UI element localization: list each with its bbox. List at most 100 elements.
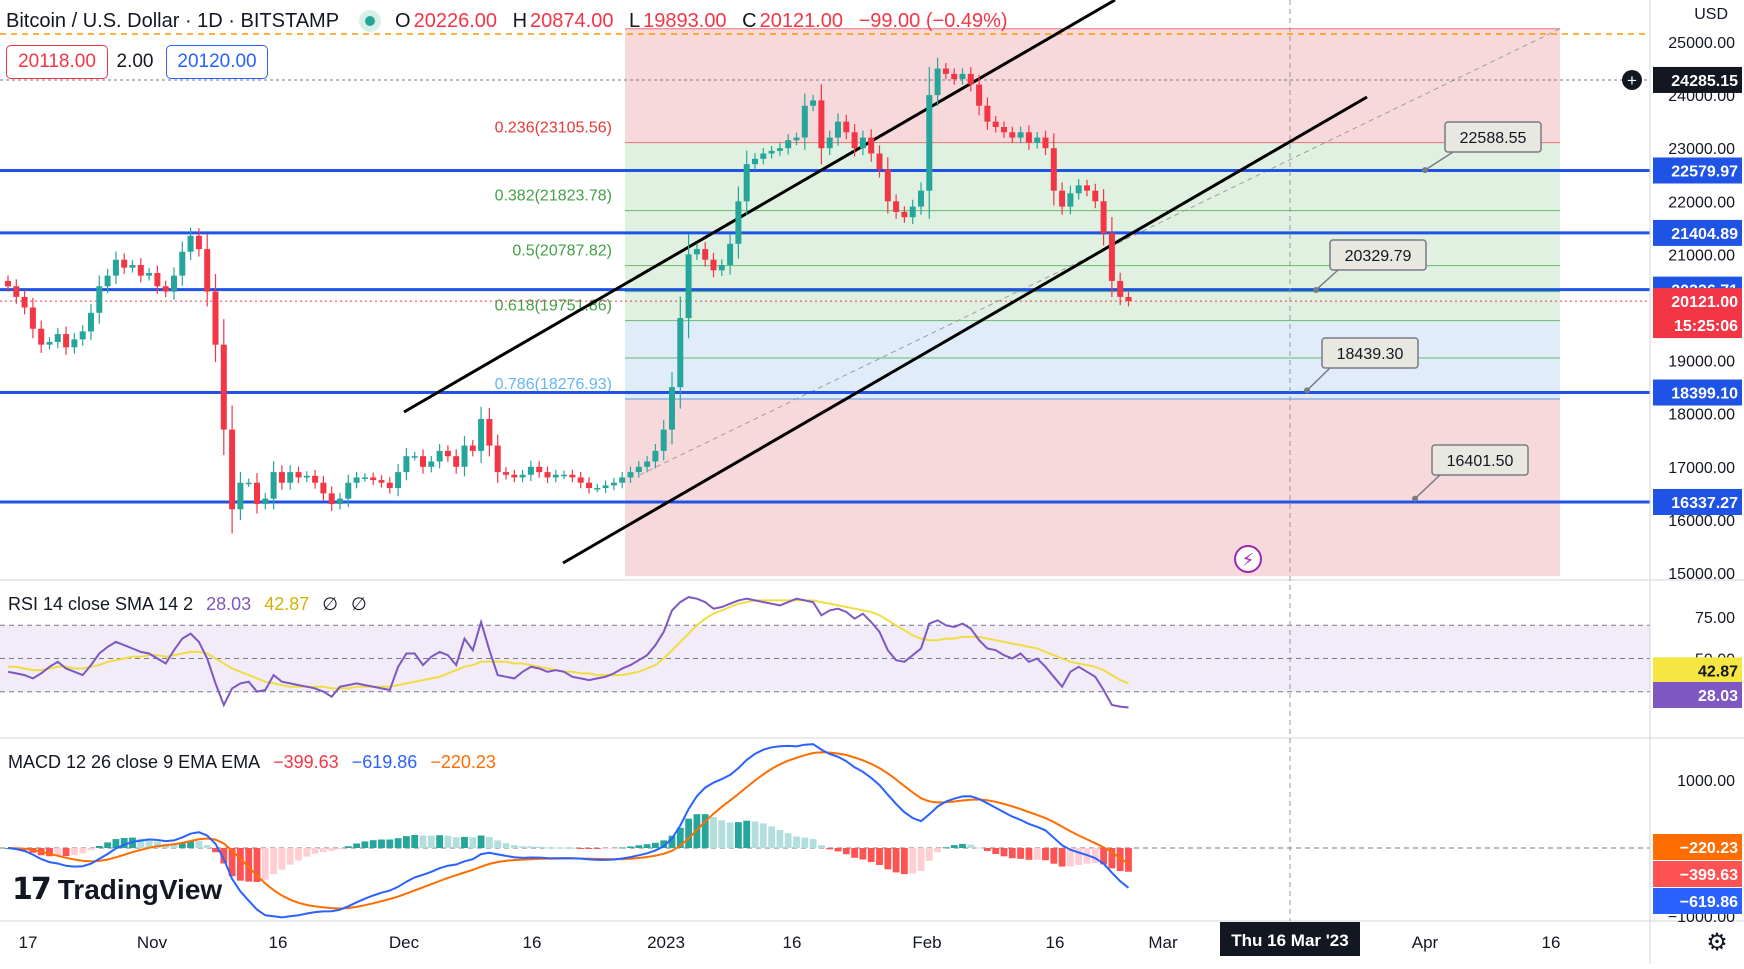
candle-body [594,488,601,490]
fib-level-label: 0.236(23105.56) [495,120,612,137]
macd-histogram-bar [610,848,618,849]
callout-pointer [1414,474,1441,500]
candle-body [976,84,983,106]
callout-anchor [1412,495,1418,502]
macd-histogram-bar [502,843,510,848]
macd-histogram-bar [710,817,717,848]
macd-histogram-bar [701,814,709,848]
candle-body [303,475,310,478]
macd-hist-value: −399.63 [273,752,339,772]
rsi-value: 28.03 [206,594,252,614]
candle-body [511,474,518,478]
macd-histogram-bar [120,838,128,848]
candle-body [835,121,841,138]
macd-histogram-bar [876,848,883,865]
candle-body [503,472,509,475]
candle-body [187,235,194,252]
currency-selector[interactable]: USD [1694,6,1728,23]
macd-histogram-bar [71,848,78,856]
macd-histogram-bar [104,842,111,848]
macd-hist-axis-label-bg [1653,861,1742,887]
candle-body [320,482,327,494]
macd-histogram-bar [469,837,477,848]
candle-body [345,482,352,499]
macd-histogram-bar [627,846,634,848]
price-line-axis-label: 22579.97 [1671,164,1738,181]
candle-body [361,477,368,479]
macd-histogram-bar [344,846,352,848]
macd-histogram-bar [1017,848,1024,859]
ohlc-open-value: 20226.00 [413,9,498,32]
price-axis-tick: 18000.00 [1668,407,1735,424]
macd-histogram-bar [178,842,186,848]
time-axis-tick: Nov [137,933,168,952]
candle-body [1050,148,1057,191]
sell-price-button[interactable]: 20118.00 [6,45,108,79]
candle-body [801,105,808,138]
symbol-title[interactable]: Bitcoin / U.S. Dollar · 1D · BITSTAMP [6,9,340,32]
candle-body [1108,233,1115,281]
callout-value: 22588.55 [1460,130,1527,147]
macd-line-axis-label-bg [1653,888,1742,914]
candle-body [444,450,451,457]
ohlc-readout: O 20226.00 H 20874.00 L 19893.00 C 20121.00 … [395,10,1018,33]
macd-histogram-bar [842,848,850,855]
macd-histogram-bar [403,836,410,848]
macd-histogram-bar [942,847,950,849]
market-open-icon [359,10,382,32]
macd-histogram-bar [909,848,917,874]
price-line-axis-label-bg [1653,219,1742,246]
last-price-axis-label: 20121.00 [1671,294,1738,311]
candle-body [79,331,86,340]
macd-histogram-bar [826,848,834,850]
gear-icon[interactable]: ⚙ [1706,929,1728,956]
macd-histogram-bar [386,839,394,848]
tradingview-logo[interactable]: 17 TradingView [12,872,222,907]
candle-body [13,286,20,297]
macd-line-value: −619.86 [351,752,418,772]
macd-histogram-bar [444,835,452,848]
candle-body [453,456,460,467]
time-axis-tick: 2023 [647,933,685,952]
ohlc-high-key: H [512,9,528,32]
macd-histogram-bar [809,839,817,848]
candle-body [386,482,393,489]
macd-histogram-bar [602,848,609,849]
candle-body [204,249,211,292]
macd-histogram-bar [170,844,178,848]
candle-body [436,450,443,462]
candle-body [851,132,858,149]
price-axis-tick: 22000.00 [1668,194,1735,211]
fib-zone-2 [625,320,1560,399]
price-axis-tick: 19000.00 [1668,354,1735,371]
callout-anchor [1422,167,1428,174]
candle-body [112,259,119,276]
macd-histogram-bar [253,848,261,882]
candle-body [411,456,418,458]
macd-histogram-bar [427,835,435,848]
macd-histogram-bar [311,848,319,854]
candle-body [1075,185,1082,194]
macd-histogram-bar [145,839,153,848]
macd-legend[interactable]: MACD 12 26 close 9 EMA EMA −399.63 −619.… [8,752,496,773]
macd-signal-value: −220.23 [430,752,496,772]
candle-body [378,480,385,483]
price-axis-tick: 25000.00 [1668,35,1735,52]
crosshair-date-label-bg [1220,922,1360,956]
macd-histogram-bar [62,848,70,857]
rsi-empty-value-1: ∅ [322,594,338,614]
rsi-legend[interactable]: RSI 14 close SMA 14 2 28.03 42.87 ∅ ∅ [8,594,367,615]
macd-histogram-bar [851,848,858,858]
callout-box [1329,239,1427,271]
candle-body [901,211,908,218]
candle-body [154,272,161,287]
macd-histogram-bar [452,837,460,848]
candle-body [909,206,916,218]
buy-price-button[interactable]: 20120.00 [166,45,268,79]
channel-upper-line [403,0,1116,414]
candle-body [702,249,709,260]
macd-histogram-bar [303,848,311,857]
macd-histogram-bar [784,833,792,848]
